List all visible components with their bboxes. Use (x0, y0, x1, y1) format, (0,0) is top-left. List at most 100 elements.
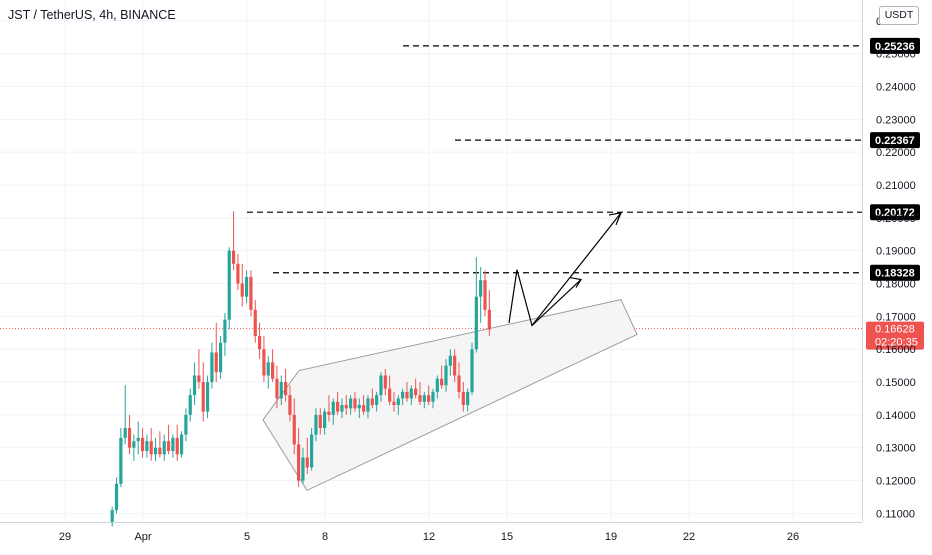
candle-body (310, 434, 314, 468)
candle[interactable] (427, 385, 431, 406)
candle[interactable] (119, 428, 123, 488)
candle[interactable] (188, 388, 192, 422)
candle[interactable] (375, 391, 379, 412)
candle[interactable] (323, 408, 327, 435)
candle[interactable] (487, 290, 491, 337)
candle[interactable] (483, 270, 487, 317)
candle[interactable] (414, 378, 418, 399)
candle[interactable] (257, 322, 262, 360)
candle[interactable] (179, 431, 184, 458)
candle[interactable] (340, 398, 344, 419)
candle[interactable] (466, 388, 470, 412)
candle[interactable] (184, 408, 188, 442)
candle[interactable] (175, 424, 179, 461)
candle[interactable] (240, 263, 244, 307)
horizontal-levels[interactable]: 0.25236 0.22367 0.20172 0.18328 0.1662802:20… (0, 37, 924, 350)
currency-chip[interactable]: USDT (879, 6, 919, 25)
candle[interactable] (127, 414, 132, 455)
candles[interactable] (110, 211, 491, 527)
candle[interactable] (262, 336, 266, 383)
candle[interactable] (310, 428, 314, 471)
candle[interactable] (405, 382, 409, 402)
candle[interactable] (166, 424, 171, 455)
symbol-title[interactable]: JST / TetherUS, 4h, BINANCE (8, 8, 176, 22)
candle[interactable] (162, 434, 166, 461)
candle[interactable] (327, 395, 331, 422)
candle[interactable] (292, 398, 296, 455)
candle[interactable] (336, 391, 340, 415)
candle[interactable] (370, 388, 374, 409)
candle[interactable] (270, 349, 275, 383)
candle[interactable] (214, 322, 218, 383)
candle[interactable] (110, 506, 114, 527)
candle[interactable] (145, 434, 149, 458)
candle[interactable] (401, 388, 405, 406)
candle[interactable] (301, 447, 305, 484)
candle[interactable] (132, 434, 136, 461)
candle[interactable] (288, 385, 292, 422)
candle[interactable] (457, 362, 461, 399)
projection-zigzag[interactable] (508, 269, 582, 327)
candle[interactable] (479, 267, 483, 323)
candle[interactable] (192, 362, 197, 406)
candle[interactable] (435, 375, 439, 399)
candle[interactable] (231, 211, 236, 271)
candle[interactable] (171, 434, 175, 458)
candle[interactable] (253, 299, 257, 343)
candle[interactable] (392, 391, 396, 412)
candle[interactable] (140, 428, 145, 458)
candle[interactable] (418, 382, 422, 406)
candle[interactable] (218, 336, 223, 379)
projection-arrows[interactable] (508, 212, 622, 327)
candle[interactable] (331, 398, 335, 425)
candle[interactable] (357, 398, 361, 419)
candle[interactable] (236, 253, 240, 291)
candle[interactable] (279, 375, 283, 406)
candle[interactable] (349, 395, 353, 415)
candle[interactable] (249, 270, 253, 317)
candle[interactable] (453, 349, 457, 383)
candle[interactable] (305, 437, 309, 474)
x-tick-label: 29 (59, 531, 71, 543)
candle[interactable] (297, 428, 301, 488)
candle[interactable] (314, 408, 318, 442)
candle[interactable] (383, 368, 387, 396)
candle[interactable] (379, 372, 383, 402)
candle[interactable] (431, 388, 435, 409)
candle[interactable] (470, 342, 474, 396)
candle[interactable] (223, 313, 227, 356)
candle[interactable] (205, 375, 210, 419)
candle[interactable] (448, 349, 452, 376)
candle[interactable] (366, 395, 370, 419)
candle[interactable] (409, 385, 413, 406)
y-tick-label: 0.19000 (876, 246, 916, 258)
candle[interactable] (362, 395, 366, 415)
candle[interactable] (149, 428, 153, 461)
candle[interactable] (422, 391, 426, 409)
candle[interactable] (461, 382, 465, 412)
candle[interactable] (123, 385, 127, 445)
candle[interactable] (201, 362, 205, 422)
candle[interactable] (227, 247, 231, 330)
candle[interactable] (353, 391, 357, 412)
candle[interactable] (210, 342, 214, 389)
candle[interactable] (440, 365, 444, 389)
candle[interactable] (275, 365, 279, 409)
candle[interactable] (197, 349, 201, 389)
candle[interactable] (136, 421, 140, 455)
candle[interactable] (396, 395, 400, 415)
candle[interactable] (244, 270, 249, 304)
candle[interactable] (114, 477, 119, 514)
candle[interactable] (444, 359, 448, 392)
candle[interactable] (153, 437, 158, 461)
candle[interactable] (388, 375, 392, 406)
candle[interactable] (344, 395, 348, 415)
candle[interactable] (158, 431, 162, 458)
candle[interactable] (266, 355, 270, 389)
projection-arrow-line[interactable] (531, 212, 622, 326)
candle[interactable] (284, 368, 288, 402)
candle[interactable] (318, 408, 322, 435)
candle[interactable] (474, 257, 478, 353)
